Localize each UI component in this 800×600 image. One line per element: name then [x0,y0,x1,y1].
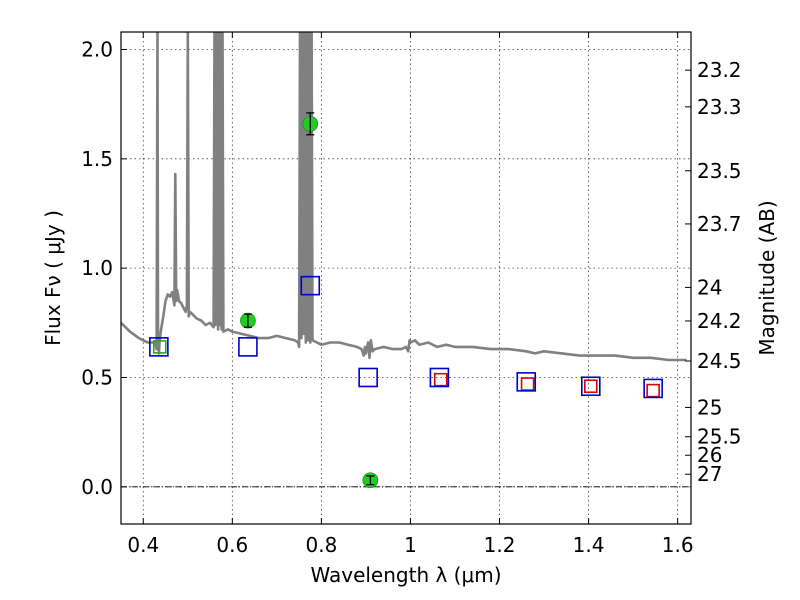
y-tick-label: 1.0 [81,256,113,280]
model-flux-green-square [152,340,167,354]
model-flux-blue-square [238,337,258,357]
x-tick-label: 1.2 [484,533,516,557]
y-tick-label: 1.5 [81,147,113,171]
model-flux-red-square [520,377,535,391]
x-tick-label: 0.8 [305,533,337,557]
magnitude-tick-label: 23.3 [697,95,742,119]
model-flux-red-square [646,383,660,398]
magnitude-tick-label: 23.5 [697,159,742,183]
y-axis-ticks: 0.0 0.5 1.0 1.5 2.0 [81,37,127,499]
x-tick-label: 0.6 [216,533,248,557]
magnitude-tick-label: 26 [697,443,722,467]
model-flux-blue-square [429,367,450,388]
magnitude-tick-label: 25 [697,395,722,419]
x-axis-title: Wavelength λ (μm) [310,563,501,587]
model-flux-blue-square [516,372,537,392]
x-tick-label: 1 [404,533,417,557]
model-flux-blue-square [358,367,378,388]
y-axis-title: Flux Fν ( μJy ) [41,210,65,346]
y-tick-label: 0.5 [81,365,113,389]
model-flux-blue-square [643,378,663,399]
magnitude-tick-label: 25.5 [697,425,742,449]
plot-layer [121,32,687,489]
y-tick-label: 0.0 [81,475,113,499]
x-tick-label: 1.6 [662,533,694,557]
model-flux-blue-square [300,275,321,296]
plot-frame [120,31,692,525]
template-spectrum-line [121,32,687,362]
magnitude-tick-label: 24.5 [697,349,742,373]
magnitude-tick-label: 24.2 [697,309,742,333]
magnitude-axis-title: Magnitude (AB) [755,200,779,355]
magnitude-tick-label: 24 [697,275,722,299]
model-flux-red-square [433,372,448,387]
magnitude-tick-label: 27 [697,462,722,486]
x-tick-label: 0.4 [127,533,159,557]
magnitude-tick-label: 23.7 [697,212,742,236]
model-flux-blue-square [581,376,601,397]
magnitude-tick-label: 23.2 [697,58,742,82]
model-flux-red-square [584,379,598,394]
y-tick-label: 2.0 [81,37,113,61]
x-axis-ticks: 0.4 0.6 0.8 1 1.2 1.4 1.6 [127,32,694,557]
x-tick-label: 1.4 [573,533,605,557]
model-flux-blue-square [149,337,169,357]
